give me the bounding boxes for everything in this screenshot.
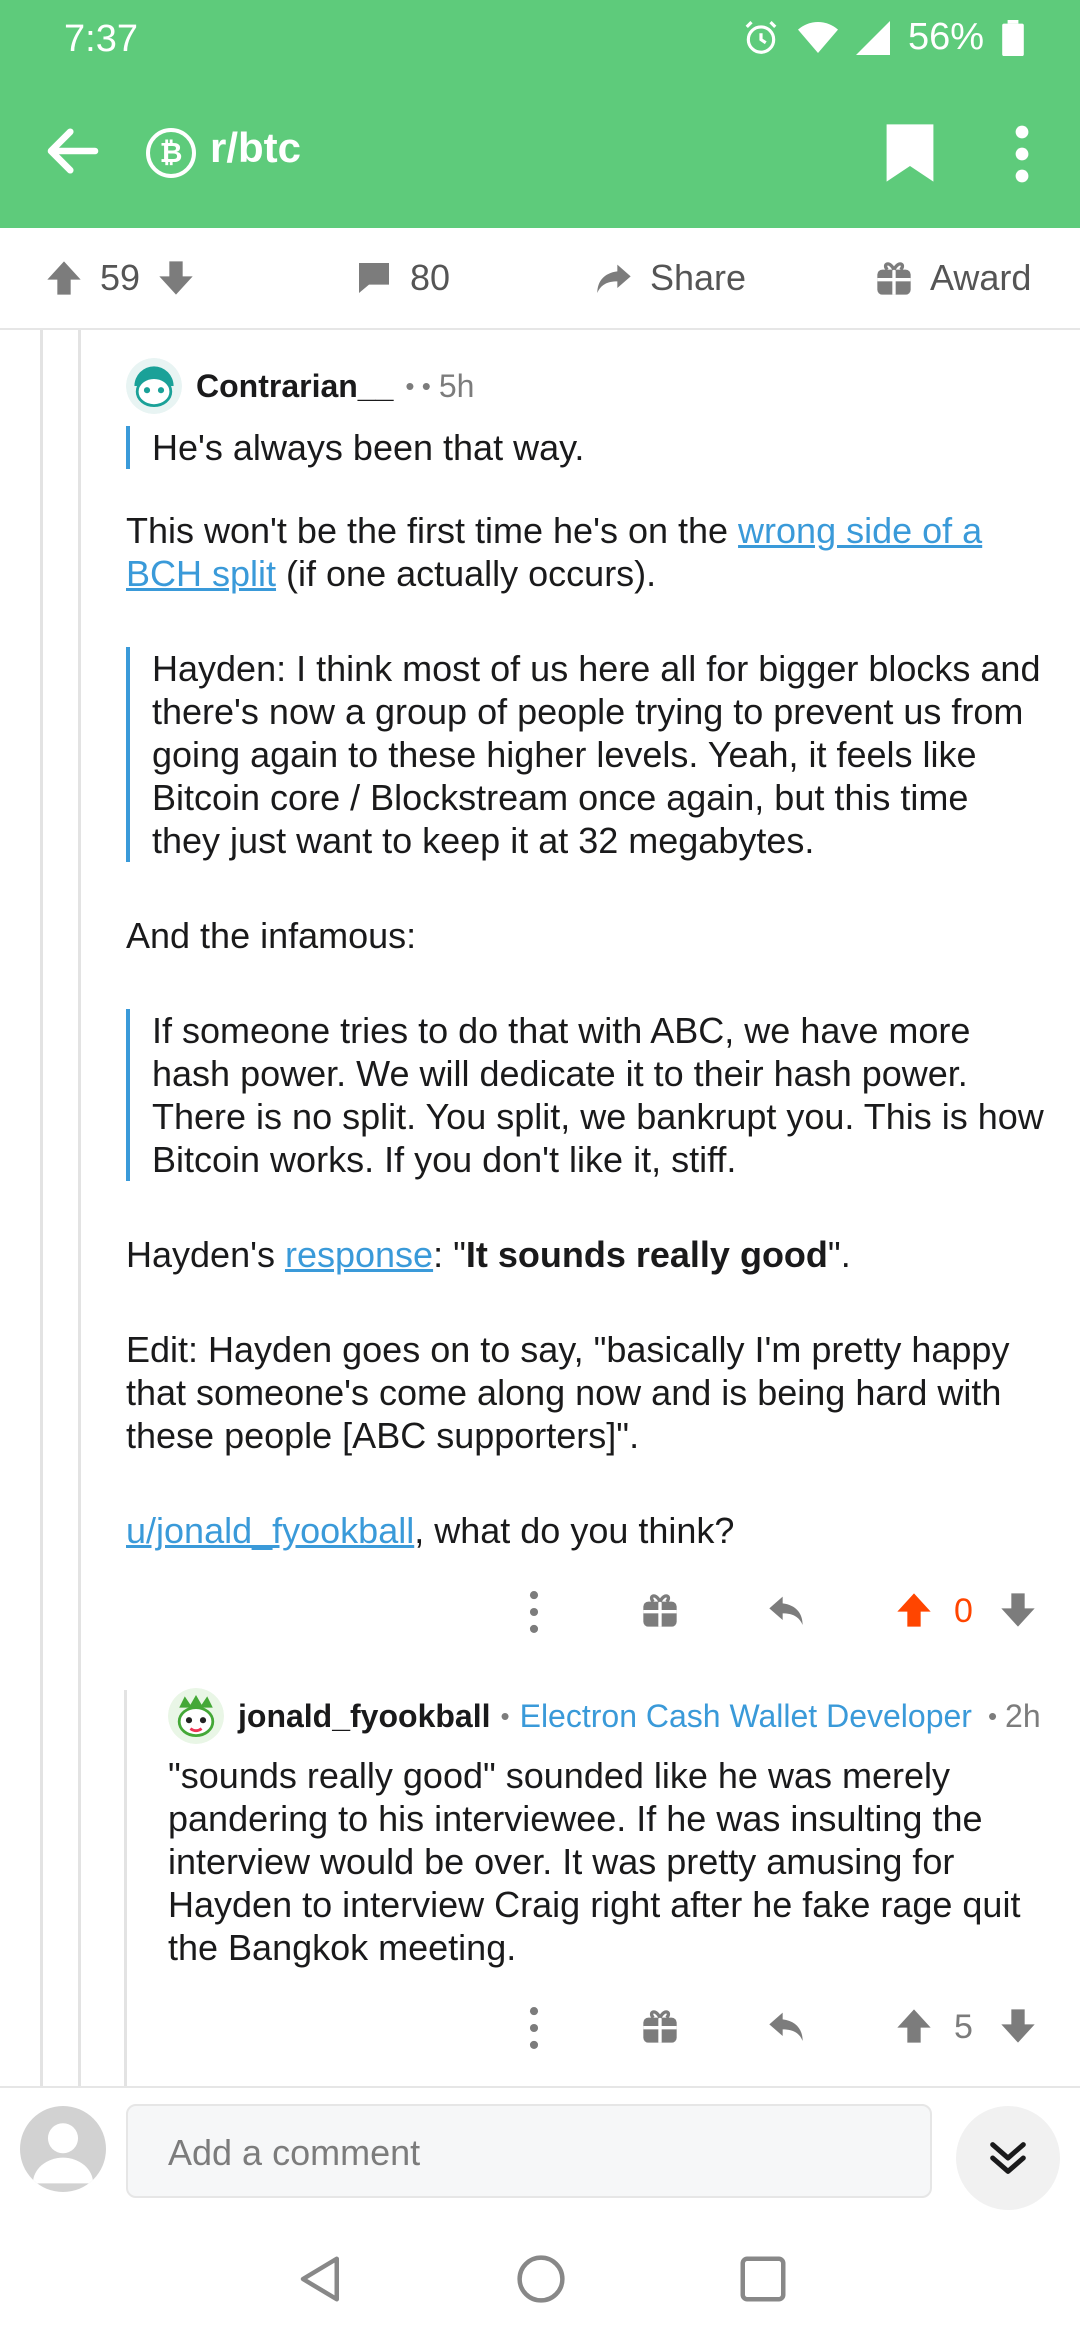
more-options-icon[interactable] (524, 1590, 544, 1634)
wrong-side-link[interactable]: wrong side of a BCH split (126, 510, 983, 594)
app-header: 7:37 56% ₿ r/btc (0, 0, 1080, 228)
user-flair: Electron Cash Wallet Developer (519, 1697, 972, 1734)
comment-paragraph: u/jonald_fyookball, what do you think? (126, 1509, 1046, 1552)
back-arrow-icon[interactable] (40, 118, 106, 184)
downvote-icon[interactable] (156, 258, 196, 298)
gift-icon[interactable] (640, 1590, 680, 1630)
status-bar: 7:37 56% (0, 0, 1080, 80)
add-comment-bar: Add a comment (0, 2086, 1080, 2218)
thread-line-level3 (124, 1690, 127, 2086)
comment-score: 5 (954, 2008, 973, 2046)
alarm-icon (745, 20, 777, 54)
share-button[interactable]: Share (594, 228, 746, 328)
double-chevron-down-icon (990, 2142, 1026, 2174)
gift-icon (877, 262, 911, 295)
downvote-icon[interactable] (998, 2006, 1038, 2046)
avatar[interactable] (126, 358, 182, 414)
more-options-icon[interactable] (524, 2006, 544, 2050)
thread-line-level2 (78, 330, 81, 2086)
comment-age: 2h (1005, 1697, 1041, 1734)
jump-next-button[interactable] (956, 2106, 1060, 2210)
author-separator: • (987, 1700, 998, 1731)
text-run: (if one actually occurs). (276, 553, 657, 594)
response-link[interactable]: response (284, 1234, 434, 1275)
text-run: ". (827, 1234, 851, 1275)
user-mention-link[interactable]: u/jonald_fyookball (126, 1510, 415, 1551)
comments-button[interactable]: 80 (354, 228, 450, 328)
text-run: This won't be the first time he's on the (126, 510, 739, 551)
reply-icon[interactable] (764, 1590, 808, 1630)
user-avatar[interactable] (20, 2106, 106, 2192)
blockquote: He's always been that way. (126, 426, 1046, 469)
reply-icon[interactable] (764, 2006, 808, 2046)
share-icon (597, 264, 631, 293)
comment-score: 0 (954, 1592, 973, 1630)
app-bar: ₿ r/btc (0, 96, 1080, 206)
comment-toolbar: 5 (0, 2000, 1080, 2060)
comment-paragraph: Hayden's response: "It sounds really goo… (126, 1233, 1046, 1276)
comment-author[interactable]: jonald_fyookball (238, 1697, 491, 1734)
comment-author[interactable]: Contrarian__ (196, 367, 394, 404)
upvote-icon[interactable] (894, 2006, 934, 2046)
upvote-icon[interactable] (44, 258, 84, 298)
nav-back-icon[interactable] (294, 2252, 348, 2306)
comment-paragraph: Edit: Hayden goes on to say, "basically … (126, 1329, 1010, 1456)
comment-body: "sounds really good" sounded like he was… (168, 1755, 1021, 1968)
comment-input[interactable]: Add a comment (126, 2104, 932, 2198)
comment-toolbar: 0 (0, 1584, 1080, 1644)
blockquote: If someone tries to do that with ABC, we… (126, 1009, 1046, 1181)
bookmark-icon[interactable] (884, 124, 936, 182)
more-options-icon[interactable] (1002, 124, 1042, 184)
text-run: , what do you think? (414, 1510, 735, 1551)
comment-header: jonald_fyookball • Electron Cash Wallet … (168, 1688, 1052, 1744)
comment-count: 80 (410, 257, 451, 298)
blockquote: Hayden: I think most of us here all for … (126, 647, 1046, 862)
bold-text: It sounds really good (465, 1234, 828, 1275)
share-label: Share (650, 257, 747, 298)
signal-icon (855, 20, 890, 55)
comment-header: Contrarian__ • • 5h (126, 358, 1046, 414)
battery-icon (1002, 19, 1024, 56)
system-nav-bar (0, 2216, 1080, 2340)
comment-age: 5h (438, 367, 475, 404)
post-score: 59 (100, 257, 141, 298)
text-run: : " (433, 1234, 466, 1275)
status-time: 7:37 (64, 18, 138, 60)
vote-group: 59 (44, 228, 196, 328)
post-action-bar: 59 80 Share Award (0, 228, 1080, 330)
award-label: Award (930, 257, 1032, 298)
comment-body: He's always been that way. This won't be… (126, 426, 1046, 1552)
nav-recents-icon[interactable] (736, 2252, 790, 2306)
award-button[interactable]: Award (874, 228, 1031, 328)
thread-line-level1 (40, 330, 43, 2086)
nav-home-icon[interactable] (514, 2252, 568, 2306)
comment-icon (359, 263, 389, 293)
author-separator: • (500, 1700, 510, 1731)
subreddit-icon[interactable]: ₿ (146, 128, 196, 178)
status-icons: 56% (742, 16, 1024, 59)
user-silhouette-icon (32, 2123, 94, 2184)
comment-contrarian: Contrarian__ • • 5h He's always been tha… (126, 358, 1046, 1552)
gift-icon[interactable] (640, 2006, 680, 2046)
avatar[interactable] (168, 1688, 224, 1744)
comment-paragraph: And the infamous: (126, 915, 417, 956)
comment-jonald: jonald_fyookball • Electron Cash Wallet … (168, 1688, 1052, 1969)
downvote-icon[interactable] (998, 1590, 1038, 1630)
text-run: Hayden's (126, 1234, 285, 1275)
wifi-icon (797, 21, 838, 53)
subreddit-name[interactable]: r/btc (210, 124, 302, 171)
author-separator: • • (405, 370, 431, 401)
comment-paragraph: This won't be the first time he's on the… (126, 509, 1046, 595)
battery-percent: 56% (907, 16, 984, 58)
upvote-icon[interactable] (894, 1590, 934, 1630)
